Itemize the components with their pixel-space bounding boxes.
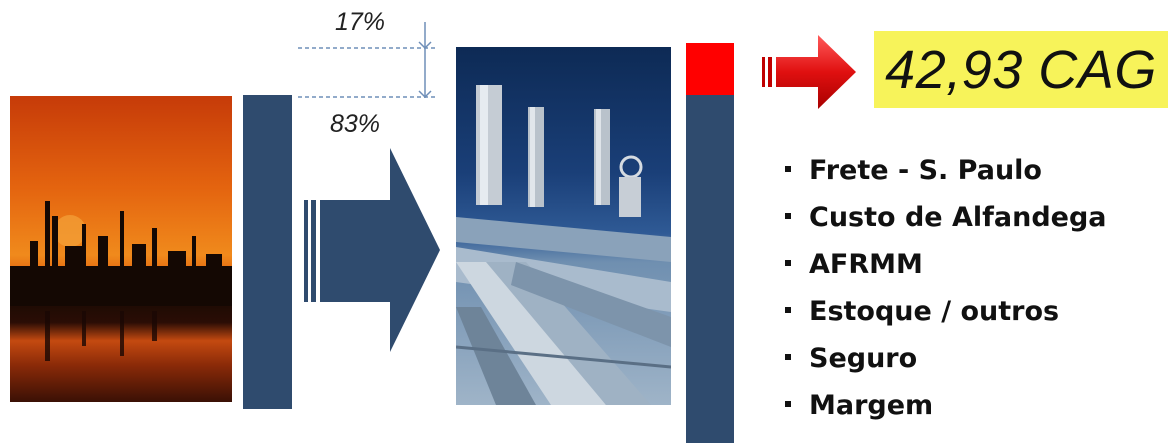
list-item-label: Frete - S. Paulo [809,155,1042,186]
list-item: Margem [785,382,1107,429]
bullet-icon [785,353,791,360]
percent-label-bottom: 83% [330,110,381,138]
percent-label-top: 17% [335,8,386,36]
list-item-label: AFRMM [809,249,923,280]
result-box: 42,93 CAG [874,31,1168,108]
red-arrow-icon [762,35,856,109]
list-item-label: Seguro [809,343,918,374]
percentage-dimension-lines [298,22,438,99]
list-item: Seguro [785,335,1107,382]
product-cost-segment [686,95,734,443]
pipeline-photo [456,47,671,405]
bullet-icon [785,165,791,172]
bullet-icon [785,400,791,407]
cost-items-list: Frete - S. Paulo Custo de Alfandega AFRM… [785,147,1107,429]
bullet-icon [785,212,791,219]
result-value: 42,93 CAG [885,39,1157,100]
bullet-icon [785,259,791,266]
list-item: AFRMM [785,241,1107,288]
list-item-label: Estoque / outros [809,296,1060,327]
list-item: Frete - S. Paulo [785,147,1107,194]
bullet-icon [785,306,791,313]
total-cost-bar [243,95,292,409]
list-item-label: Margem [809,390,934,421]
cost-share-segment [686,43,734,95]
refinery-sunset-photo [10,96,232,402]
list-item: Custo de Alfandega [785,194,1107,241]
list-item-label: Custo de Alfandega [809,202,1107,233]
flow-arrow-icon [304,148,440,352]
list-item: Estoque / outros [785,288,1107,335]
